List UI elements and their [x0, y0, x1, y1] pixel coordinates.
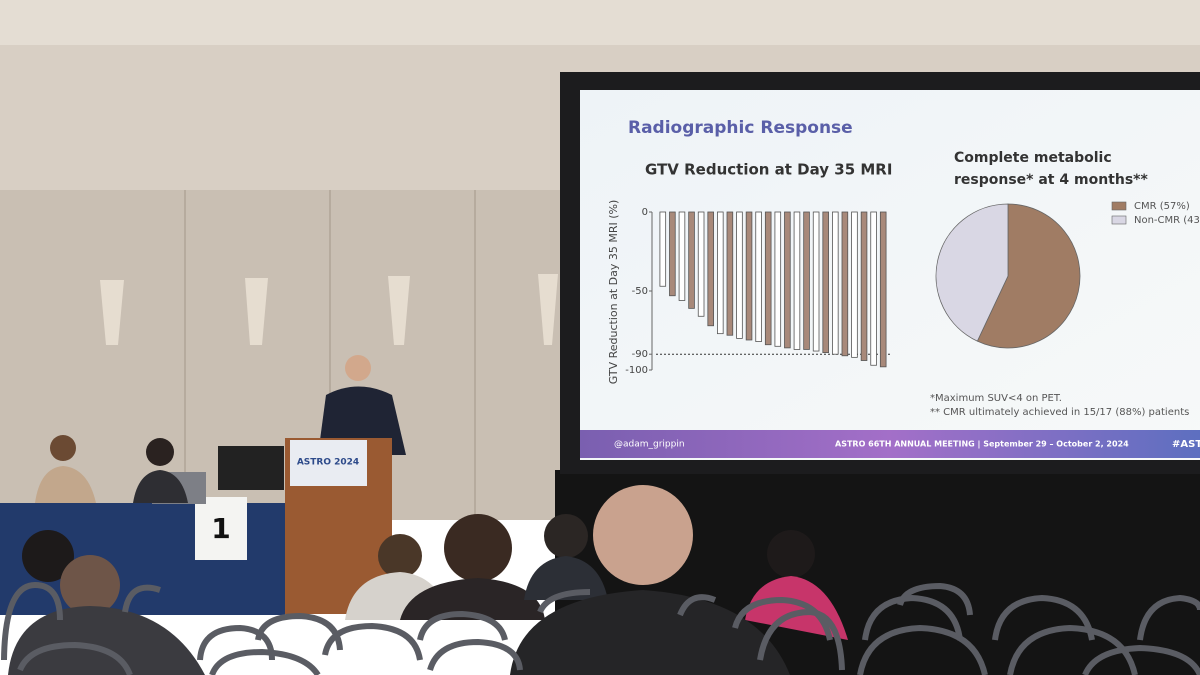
table-number: 1 [211, 512, 230, 545]
bar [745, 211, 753, 341]
y-axis-label: GTV Reduction at Day 35 MRI (%) [607, 200, 620, 385]
bar [860, 211, 868, 361]
panelists [35, 435, 188, 503]
pie-slice [976, 203, 1081, 349]
sconces [100, 274, 558, 345]
bar [774, 211, 782, 347]
chairs [1, 581, 1200, 675]
bar [736, 211, 743, 339]
monitor [218, 446, 284, 490]
bar [851, 211, 858, 358]
ceiling [0, 0, 1200, 45]
legend-swatch [1111, 201, 1127, 211]
footer-handle: @adam_grippin [614, 440, 685, 450]
slide-footer [580, 430, 1200, 458]
bar [832, 211, 839, 355]
bar [697, 211, 705, 317]
footnote: *Maximum SUV<4 on PET. [930, 393, 1062, 404]
chart-title: Complete metabolic [954, 150, 1112, 166]
podium-sign-text: ASTRO 2024 [297, 458, 359, 468]
bar [726, 211, 734, 336]
bar [707, 211, 714, 327]
y-tick-label: 0 [642, 207, 648, 218]
bar [793, 211, 801, 350]
table-card [195, 497, 247, 560]
bar [717, 211, 724, 335]
bar [822, 211, 829, 354]
chart-title: GTV Reduction at Day 35 MRI [645, 161, 892, 179]
y-tick-label: -90 [632, 349, 648, 360]
bar [688, 211, 695, 309]
bar [784, 211, 791, 349]
legend-swatch [1111, 215, 1127, 225]
speaker-suit [320, 386, 406, 455]
legend-label: CMR (57%) [1134, 201, 1190, 212]
podium-sign [290, 440, 367, 486]
bar [755, 211, 762, 342]
bar [669, 211, 676, 297]
bar [812, 211, 820, 352]
y-tick-label: -50 [632, 286, 648, 297]
pie-slice [935, 203, 1009, 342]
chart-title: response* at 4 months** [954, 172, 1148, 188]
bar [764, 211, 772, 346]
footer-tag: #ASTRO24 [1172, 439, 1200, 450]
speaker-head [345, 355, 371, 381]
y-tick-label: -100 [625, 365, 648, 376]
footnote: ** CMR ultimately achieved in 15/17 (88%… [930, 407, 1189, 418]
legend-label: Non-CMR (43%) [1134, 215, 1200, 226]
bar [879, 211, 887, 368]
bar [659, 211, 667, 287]
slide-title: Radiographic Response [628, 118, 853, 138]
bar [841, 211, 849, 357]
footer-meeting: ASTRO 66TH ANNUAL MEETING | September 29… [835, 440, 1129, 449]
bar [678, 211, 686, 301]
bar [870, 211, 877, 366]
bar [803, 211, 810, 350]
audience [8, 485, 848, 675]
